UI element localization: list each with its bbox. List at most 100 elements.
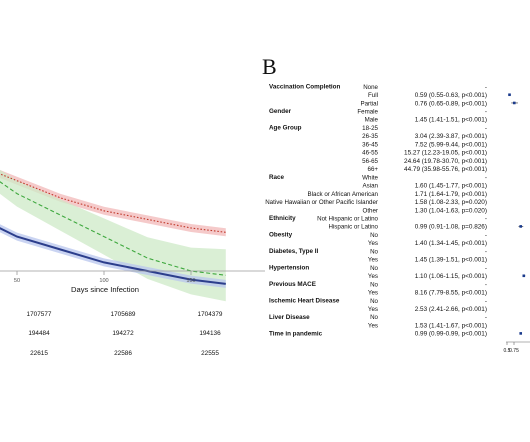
forest-row-estimate: 7.52 (5.99-9.44, p<0.001) [415,141,487,148]
forest-row-header: Time in pandemic [269,330,323,337]
forest-row-estimate: 1.45 (1.39-1.51, p<0.001) [415,257,487,264]
forest-row-level: No [370,232,378,239]
forest-row-estimate: - [485,108,487,115]
x-tick-label: 50 [14,278,20,284]
forest-row-estimate: 1.53 (1.41-1.67, p<0.001) [415,322,487,329]
forest-row-estimate: 15.27 (12.23-19.05, p<0.001) [404,150,487,157]
forest-point-marker [522,274,526,278]
forest-point-marker [519,225,523,228]
forest-row-header: Ischemic Heart Disease [269,297,340,304]
forest-row-level: No [370,248,378,255]
forest-row-level: Yes [368,257,378,264]
forest-row-header: Age Group [269,125,302,132]
forest-row-estimate: - [485,248,487,255]
forest-row-level: 56-65 [362,158,378,165]
forest-row-level: White [362,174,378,181]
confidence-band-1 [0,169,226,237]
at-risk-count: 1707577 [27,311,52,318]
at-risk-count: 194136 [199,330,221,337]
forest-row-level: 46-55 [362,150,378,157]
forest-row-estimate: 8.16 (7.79-8.55, p<0.001) [415,290,487,297]
forest-row-level: 18-25 [362,125,378,132]
forest-row-estimate: - [485,125,487,132]
forest-row-estimate: 1.71 (1.64-1.79, p<0.001) [415,191,487,198]
survival-curve-panel: 50 100 150 Days since Infection 1707577 170… [0,169,265,357]
forest-row-estimate: - [485,215,487,222]
forest-row-level: Yes [368,273,378,280]
forest-row-header: Race [269,174,285,181]
confidence-bands [0,169,226,302]
confidence-band-3 [0,224,226,288]
forest-row-header: Diabetes, Type II [269,248,318,255]
forest-row-header: Gender [269,108,292,115]
at-risk-count: 22615 [30,350,48,357]
forest-row-estimate: - [485,314,487,321]
forest-row-estimate: - [485,298,487,305]
forest-row-estimate: 3.04 (2.39-3.87, p<0.001) [415,133,487,140]
forest-row-level: None [363,84,378,91]
forest-row-estimate: - [485,281,487,288]
forest-row-level: 36-45 [362,141,378,148]
forest-row-estimate: 1.60 (1.45-1.77, p<0.001) [415,183,487,190]
forest-row-estimate: 2.53 (2.41-2.66, p<0.001) [415,306,487,313]
forest-row-level: Yes [368,290,378,297]
forest-tick-label: 0.75 [509,348,519,354]
forest-row-level: No [370,314,378,321]
forest-row-header: Vaccination Completion [269,84,341,91]
forest-row-estimate: 1.10 (1.06-1.15, p<0.001) [415,273,487,280]
forest-row-estimate: 0.59 (0.55-0.63, p<0.001) [415,92,487,99]
panel-b-label: B [262,54,277,79]
forest-row-level: Yes [368,322,378,329]
forest-tick-label: 0.5 [504,348,511,354]
forest-row-estimate: 44.79 (35.98-55.76, p<0.001) [404,166,487,173]
forest-row-level: 26-35 [362,133,378,140]
x-tick-label: 150 [186,278,195,284]
confidence-band-2 [0,169,226,302]
forest-row-level: 66+ [368,166,379,173]
forest-row-estimate: - [485,84,487,91]
forest-row-level: Male [365,117,379,124]
forest-table: Vaccination Completion None - Full 0.59 (0.5… [265,84,487,338]
forest-point-marker [512,101,516,105]
at-risk-count: 194484 [28,330,50,337]
forest-row-level: No [370,281,378,288]
forest-row-level: Not Hispanic or Latino [317,215,378,222]
forest-row-estimate: 1.40 (1.34-1.45, p<0.001) [415,240,487,247]
forest-row-level: No [370,265,378,272]
number-at-risk-table: 1707577 1705689 1704379 194484 194272 194136 2… [27,311,223,357]
at-risk-count: 1705689 [111,311,136,318]
forest-point-marker [519,332,523,335]
forest-row-header: Previous MACE [269,281,316,288]
forest-row-header: Obesity [269,232,293,239]
forest-row-estimate: 1.58 (1.08-2.33, p=0.020) [415,199,487,206]
forest-row-header: Hypertension [269,265,309,272]
forest-row-level: Native Hawaiian or Other Pacific Islande… [265,199,378,206]
forest-row-estimate: 0.76 (0.65-0.89, p<0.001) [415,100,487,107]
forest-row-estimate: 1.30 (1.04-1.63, p=0.020) [415,207,487,214]
forest-marks [508,93,526,335]
x-axis-ticks: 50 100 150 [14,271,196,284]
forest-x-axis-ticks: 0.50.75 [504,342,519,354]
survival-curve-3 [0,227,226,285]
forest-row-level: Other [363,207,378,214]
at-risk-count: 22555 [201,350,219,357]
forest-row-header: Ethnicity [269,215,296,222]
forest-row-level: No [370,298,378,305]
forest-row-estimate: 1.45 (1.41-1.51, p<0.001) [415,117,487,124]
forest-row-level: Black or African American [308,191,379,198]
survival-curves [0,173,226,285]
at-risk-count: 22586 [114,350,132,357]
survival-curve-2 [0,181,226,276]
forest-row-level: Yes [368,306,378,313]
forest-row-level: Hispanic or Latino [328,224,378,231]
forest-plot-panel: Vaccination Completion None - Full 0.59 (0.5… [265,84,530,354]
forest-row-estimate: 0.99 (0.99-0.99, p<0.001) [415,331,487,338]
x-tick-label: 100 [99,278,108,284]
forest-row-estimate: - [485,265,487,272]
forest-row-estimate: - [485,174,487,181]
at-risk-count: 1704379 [198,311,223,318]
forest-row-level: Yes [368,240,378,247]
x-axis-label: Days since Infection [71,285,139,294]
forest-row-header: Liver Disease [269,314,310,321]
